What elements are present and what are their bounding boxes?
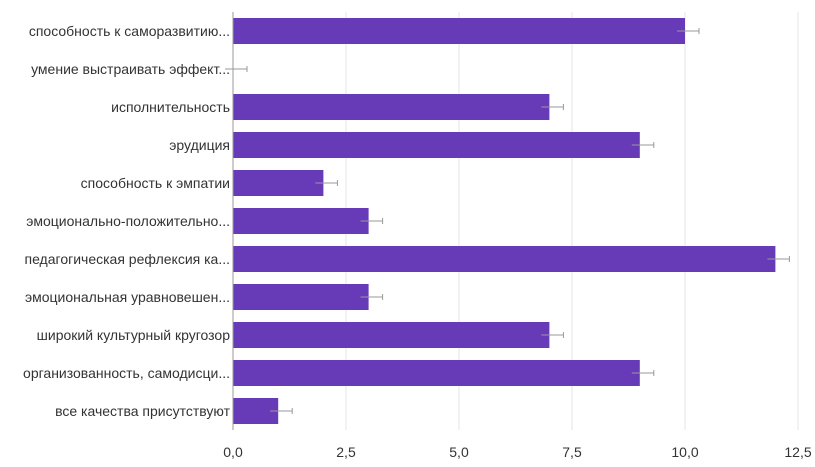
bar — [233, 360, 640, 386]
category-label: все качества присутствуют — [55, 403, 230, 419]
bar — [233, 246, 776, 272]
category-label: способность к саморазвитию... — [29, 23, 230, 39]
x-tick-label: 2,5 — [336, 444, 356, 460]
error-bars — [225, 28, 790, 414]
x-tick-label: 5,0 — [449, 444, 469, 460]
bar — [233, 18, 685, 44]
bar — [233, 132, 640, 158]
x-tick-label: 12,5 — [784, 444, 811, 460]
category-label: умение выстраивать эффект... — [31, 61, 230, 77]
category-labels: способность к саморазвитию... умение выст… — [23, 23, 231, 419]
x-tick-labels: 0,0 2,5 5,0 7,5 10,0 12,5 — [223, 444, 812, 460]
category-label: широкий культурный кругозор — [37, 327, 231, 343]
x-tick-label: 0,0 — [223, 444, 243, 460]
bar — [233, 94, 550, 120]
category-label: способность к эмпатии — [81, 175, 230, 191]
x-tick-label: 7,5 — [562, 444, 582, 460]
category-label: эрудиция — [169, 137, 230, 153]
category-label: исполнительность — [111, 99, 230, 115]
bar — [233, 284, 369, 310]
bars — [233, 18, 776, 424]
x-tick-label: 10,0 — [671, 444, 698, 460]
category-label: эмоционально-положительно... — [26, 213, 230, 229]
bar — [233, 208, 369, 234]
bar — [233, 170, 324, 196]
category-label: педагогическая рефлексия ка... — [25, 251, 231, 267]
category-label: организованность, самодисци... — [23, 365, 230, 381]
category-label: эмоциональная уравновешен... — [25, 289, 230, 305]
bar — [233, 322, 550, 348]
